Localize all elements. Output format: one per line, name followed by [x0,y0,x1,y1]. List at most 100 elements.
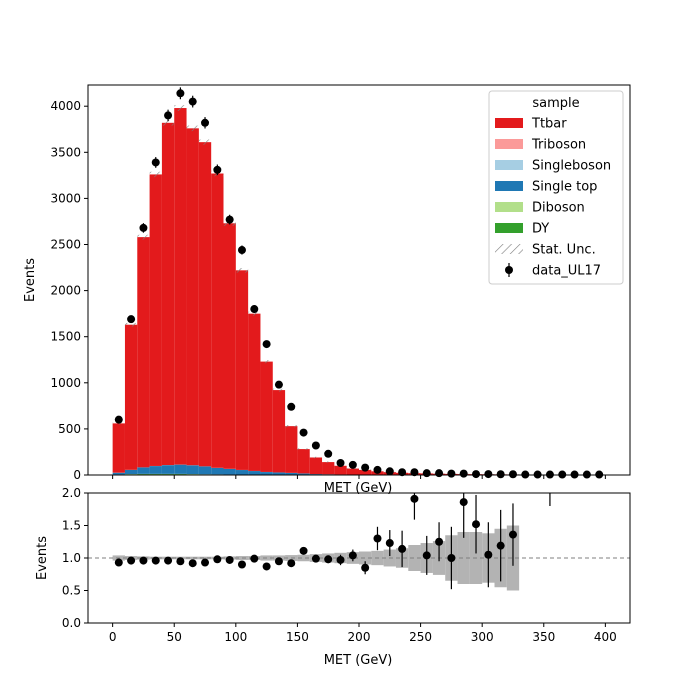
ratio-x-tick-label-300: 300 [471,630,494,644]
ratio-x-tick-label-50: 50 [167,630,182,644]
bar-ttbar-1 [124,324,138,470]
stat-unc-hatch-7 [198,139,212,145]
bar-single-top-0 [112,472,125,475]
bar-ttbar-4 [161,122,175,466]
main-y-tick-label-0: 0 [73,468,81,482]
ratio-y-axis-label: Events [35,536,50,580]
stat-unc-hatch-13 [272,388,286,392]
main-y-ticks: 0 500 1000 1500 2000 2500 3000 3500 4000 [50,99,88,482]
data-point-13 [274,380,283,389]
data-point-23 [398,468,407,477]
data-point-9 [225,215,234,224]
ratio-point-32 [508,530,517,539]
ratio-point-27 [447,554,456,562]
data-point-1 [127,315,136,324]
main-y-tick-label-3000: 3000 [50,191,81,205]
data-point-27 [447,469,456,478]
ratio-y-tick-label-0: 0.0 [62,616,81,630]
bar-ttbar-3 [149,174,162,466]
legend-swatch-stat-unc- [495,244,523,254]
ratio-point-1 [127,556,136,565]
ratio-y-ticks: 0.0 0.5 1.0 1.5 2.0 [62,486,88,630]
main-x-axis-label: MET (GeV) [324,481,393,496]
stat-unc-hatch-14 [285,425,298,428]
bar-single-top-7 [198,466,212,475]
ratio-x-tick-label-200: 200 [348,630,371,644]
data-point-16 [311,441,320,450]
ratio-y-tick-label-2: 1.0 [62,551,81,565]
stat-unc-hatch-5 [174,105,187,111]
ratio-point-20 [361,563,370,572]
bar-single-top-2 [137,467,150,474]
bar-ttbar-12 [260,361,273,472]
data-point-17 [324,449,333,458]
data-point-2 [139,223,148,232]
data-point-14 [287,402,296,411]
ratio-point-14 [287,559,296,568]
data-point-24 [410,468,419,477]
bar-ttbar-5 [174,108,187,465]
legend-label-singleboson: Singleboson [532,159,611,174]
ratio-point-9 [225,555,234,564]
data-point-22 [385,467,394,476]
ratio-point-24 [410,494,419,503]
bar-ttbar-19 [346,468,359,475]
ratio-point-10 [237,560,246,569]
ratio-band-10 [235,556,249,560]
bar-single-top-13 [272,472,286,475]
data-point-30 [484,470,493,479]
ratio-point-4 [164,556,173,565]
bar-ttbar-13 [272,390,286,473]
data-point-25 [422,469,431,478]
bar-ttbar-8 [211,173,224,468]
bar-ttbar-2 [137,237,150,468]
data-point-32 [508,470,517,479]
bar-single-top-1 [124,469,138,475]
data-point-20 [361,463,370,472]
stat-unc-hatch-12 [260,360,273,364]
data-point-3 [151,158,160,167]
data-point-6 [188,97,197,106]
ratio-y-tick-label-3: 1.5 [62,519,81,533]
stat-unc-hatch-16 [309,456,323,459]
legend-title: sample [532,96,579,111]
legend-swatch-triboson [495,139,523,149]
ratio-point-25 [422,551,431,560]
ratio-point-13 [274,557,283,566]
legend-label-data-ul17: data_UL17 [532,264,601,279]
ratio-point-19 [348,551,357,560]
ratio-band-24 [408,545,421,571]
ratio-points [114,493,551,590]
main-y-tick-label-4000: 4000 [50,99,81,113]
main-stack-bars [112,108,606,475]
stat-unc-hatch-11 [248,311,261,316]
bar-ttbar-6 [186,128,199,466]
ratio-band-15 [297,554,310,562]
stat-unc-hatch-15 [297,448,310,450]
ratio-point-0 [114,558,123,567]
data-point-15 [299,428,308,437]
data-point-18 [336,459,345,468]
legend-label-triboson: Triboson [531,138,586,153]
data-point-21 [373,465,382,474]
stat-unc-hatch-2 [137,234,150,240]
data-points [114,87,604,479]
data-point-26 [435,469,444,478]
legend-label-stat-unc-: Stat. Unc. [532,243,596,258]
ratio-point-5 [176,557,185,566]
ratio-x-tick-label-400: 400 [594,630,617,644]
bar-ttbar-10 [235,270,249,470]
bar-ttbar-7 [198,142,212,467]
stat-unc-hatch-1 [124,322,138,327]
bar-single-top-3 [149,466,162,474]
bar-single-top-6 [186,465,199,475]
ratio-x-axis-label: MET (GeV) [324,653,393,668]
bar-ttbar-16 [309,457,323,475]
stat-unc-hatch-10 [235,268,249,273]
main-x-ticks [112,475,606,479]
bar-single-top-4 [161,465,175,474]
ratio-point-18 [336,555,345,564]
ratio-point-17 [324,555,333,564]
ratio-panel: 0.0 0.5 1.0 1.5 2.0 0 50 100 150 200 250 300 350 400… [35,486,631,668]
